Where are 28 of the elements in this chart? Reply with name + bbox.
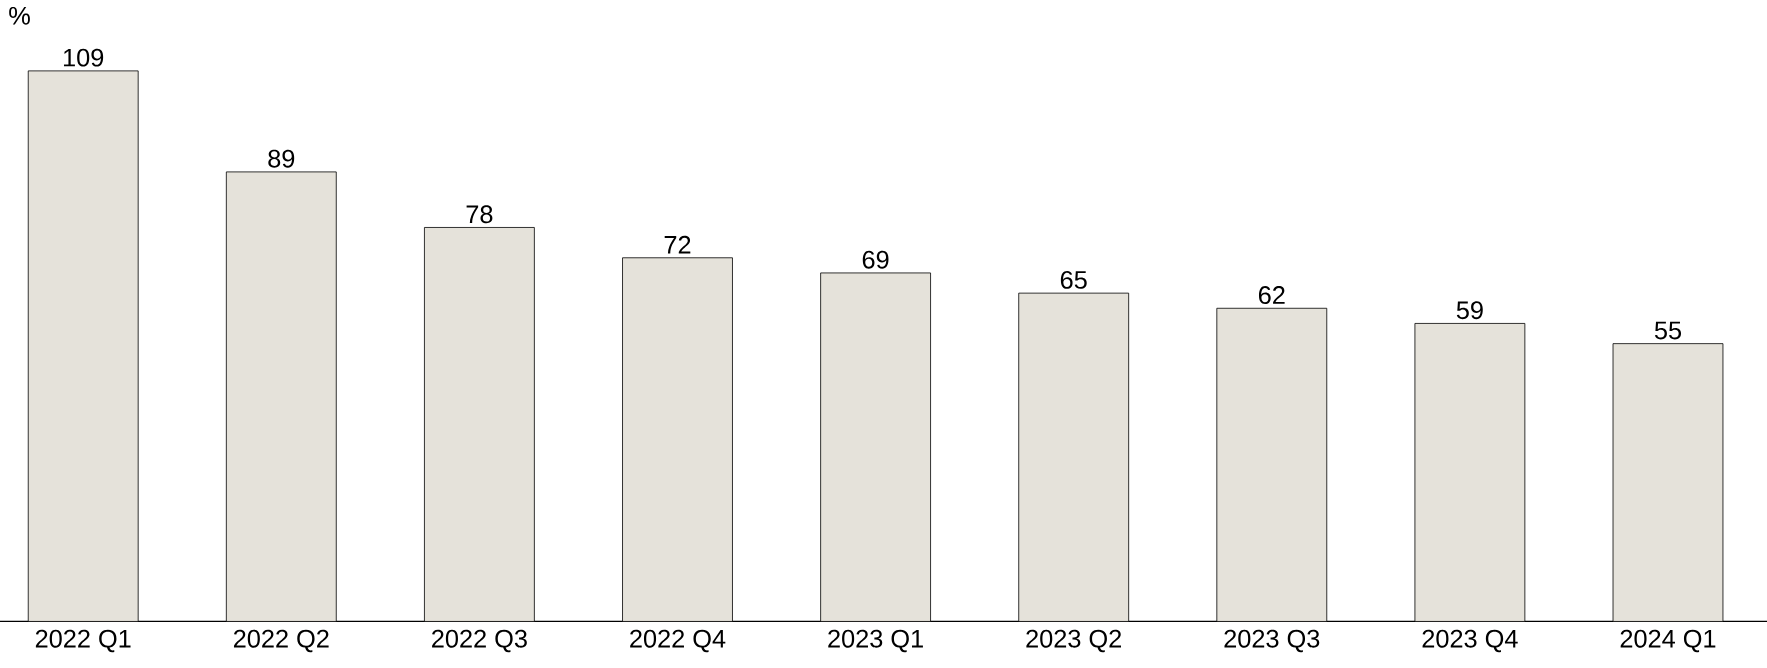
- x-tick-label: 2022 Q2: [233, 629, 329, 653]
- bar: [1414, 323, 1525, 622]
- x-tick-label: 2023 Q2: [1026, 629, 1121, 653]
- bar: [1018, 293, 1129, 622]
- bar: [226, 171, 337, 622]
- x-tick-label: 2023 Q4: [1422, 629, 1518, 653]
- data-label: 59: [1456, 301, 1483, 320]
- bar: [1216, 308, 1327, 622]
- bar: [424, 227, 535, 622]
- x-tick-label: 2023 Q1: [828, 629, 923, 653]
- data-label: 65: [1060, 270, 1087, 289]
- data-label: 62: [1258, 286, 1285, 304]
- x-tick-label: 2022 Q1: [35, 629, 131, 653]
- data-label: 89: [268, 149, 295, 168]
- x-tick-label: 2022 Q4: [630, 629, 726, 653]
- y-axis-title: %: [9, 6, 30, 25]
- bar: [1612, 343, 1724, 622]
- x-tick-label: 2022 Q3: [432, 629, 527, 653]
- data-label: 55: [1654, 321, 1682, 340]
- data-label: 72: [664, 235, 691, 254]
- data-label: 78: [466, 205, 493, 224]
- x-tick-label: 2024 Q1: [1620, 629, 1716, 653]
- bar: [622, 257, 733, 622]
- bar: [820, 272, 931, 622]
- data-label: 69: [862, 250, 889, 269]
- data-label: 109: [63, 48, 104, 67]
- x-tick-label: 2023 Q3: [1224, 629, 1320, 653]
- bar: [28, 70, 139, 622]
